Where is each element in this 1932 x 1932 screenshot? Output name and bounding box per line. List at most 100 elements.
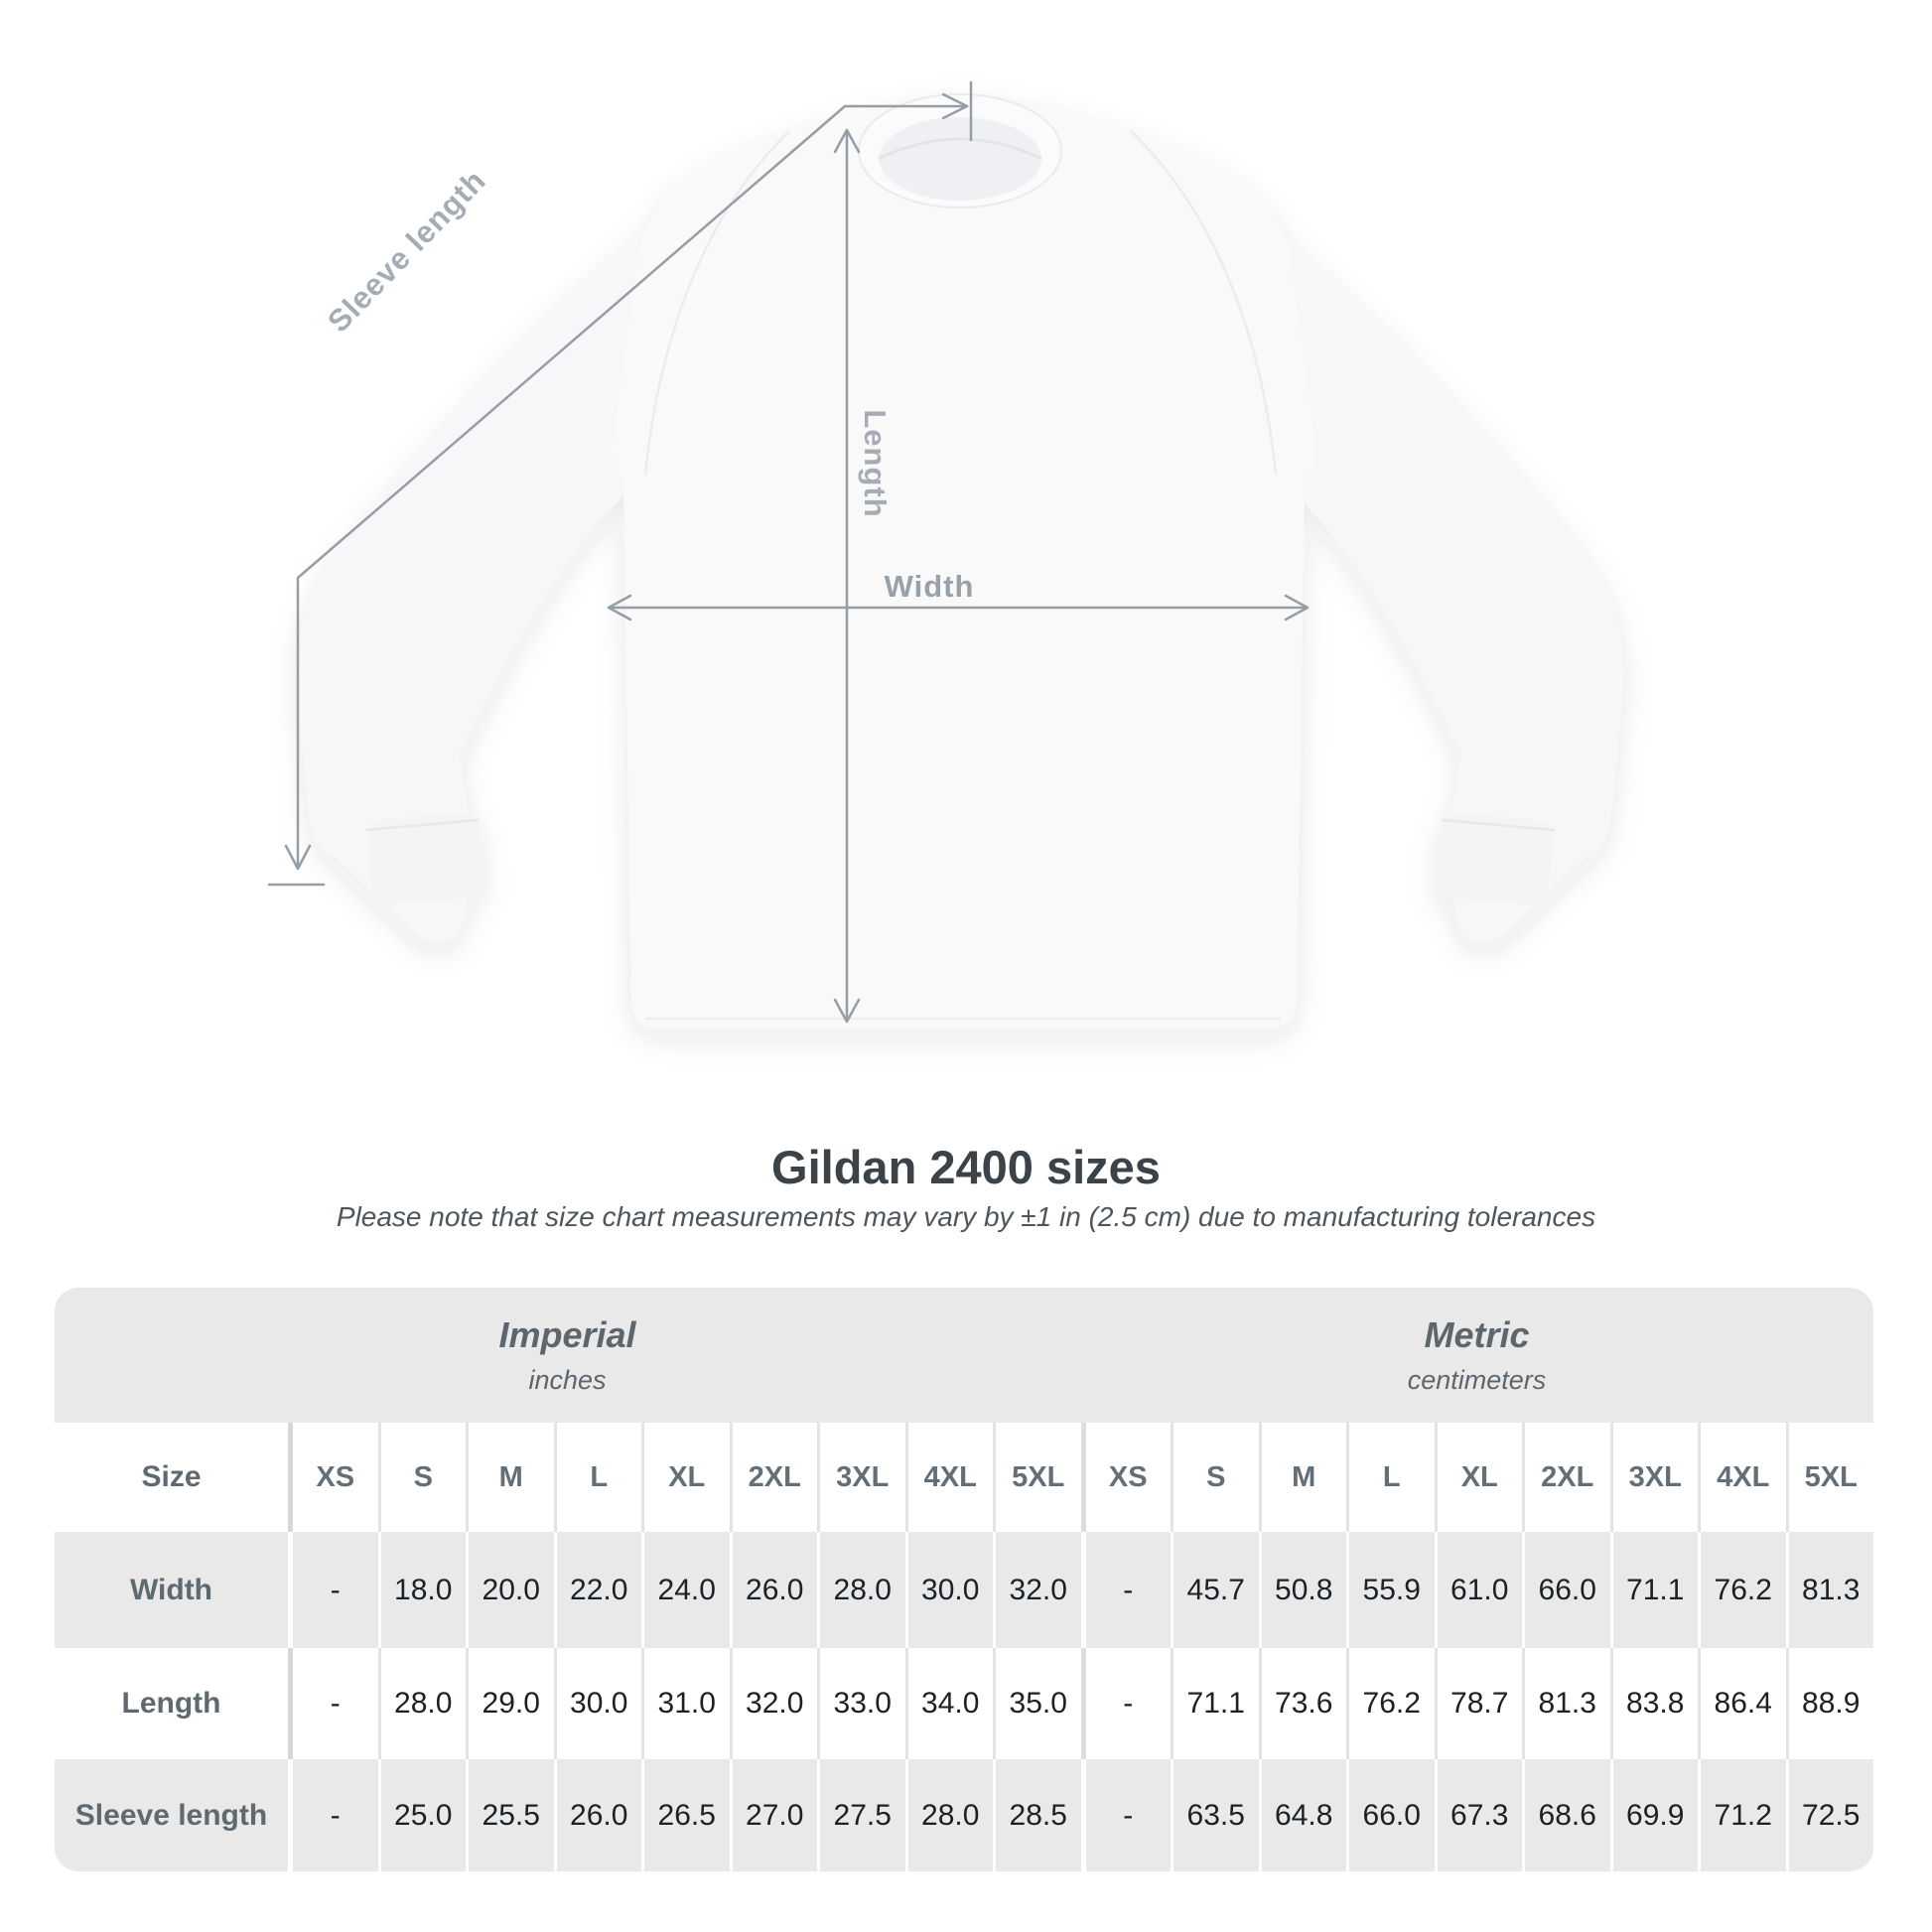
imperial-size-header: L [553, 1423, 642, 1532]
cell-value: 63.5 [1171, 1759, 1259, 1871]
cell-value: 45.7 [1171, 1532, 1259, 1648]
cell-value: 28.0 [817, 1532, 905, 1648]
cell-value: 28.0 [904, 1759, 994, 1871]
cell-value: 27.5 [817, 1759, 905, 1871]
cell-value: 20.0 [466, 1532, 554, 1648]
shirt-body [612, 100, 1316, 1030]
cell-value: 32.0 [993, 1532, 1081, 1648]
cell-value: - [288, 1532, 378, 1648]
row-label: Sleeve length [74, 1798, 268, 1832]
sleeve-length-dimension-line [267, 80, 973, 887]
metric-size-header: M [1258, 1423, 1347, 1532]
metric-size-header: L [1346, 1423, 1435, 1532]
tolerance-note: Please note that size chart measurements… [336, 1201, 1596, 1232]
cell-value: 81.3 [1522, 1648, 1610, 1759]
cell-value: 69.9 [1609, 1759, 1699, 1871]
cell-value: 26.5 [641, 1759, 730, 1871]
length-dimension-label: Length [858, 409, 893, 518]
cell-value: - [1080, 1532, 1172, 1648]
metric-system-label: Metric [1424, 1314, 1530, 1355]
cell-value: 29.0 [466, 1648, 554, 1759]
imperial-system-label: Imperial [498, 1314, 636, 1355]
cell-value: 30.0 [553, 1648, 642, 1759]
width-row: Width - 18.0 20.0 22.0 24.0 26.0 28.0 30… [55, 1532, 1873, 1648]
cell-value: 25.5 [466, 1759, 554, 1871]
metric-unit-label: centimeters [1407, 1365, 1547, 1395]
metric-size-header: XS [1080, 1423, 1172, 1532]
cell-value: 64.8 [1258, 1759, 1347, 1871]
size-column-header: Size [141, 1460, 202, 1493]
cell-value: - [288, 1648, 378, 1759]
imperial-size-header: 3XL [817, 1423, 905, 1532]
cell-value: 34.0 [904, 1648, 994, 1759]
metric-size-header: 3XL [1609, 1423, 1699, 1532]
cell-value: 18.0 [377, 1532, 467, 1648]
width-dimension-line [607, 594, 1310, 621]
imperial-size-header: XL [641, 1423, 730, 1532]
metric-size-header: S [1171, 1423, 1259, 1532]
imperial-size-header: XS [288, 1423, 378, 1532]
metric-size-header: XL [1434, 1423, 1523, 1532]
long-sleeve-shirt-diagram [267, 80, 1624, 1030]
imperial-size-header: 5XL [993, 1423, 1081, 1532]
length-row: Length - 28.0 29.0 30.0 31.0 32.0 33.0 3… [55, 1648, 1873, 1759]
cell-value: 88.9 [1785, 1648, 1874, 1759]
cell-value: 50.8 [1258, 1532, 1347, 1648]
cell-value: 81.3 [1785, 1532, 1874, 1648]
cell-value: 72.5 [1785, 1759, 1874, 1871]
cell-value: 71.2 [1698, 1759, 1786, 1871]
imperial-size-header: 4XL [904, 1423, 994, 1532]
imperial-size-header: S [377, 1423, 467, 1532]
cell-value: 28.5 [993, 1759, 1081, 1871]
unit-system-header-row: Imperial inches Metric centimeters [55, 1288, 1873, 1423]
cell-value: 33.0 [817, 1648, 905, 1759]
cell-value: 73.6 [1258, 1648, 1347, 1759]
cell-value: 68.6 [1522, 1759, 1610, 1871]
metric-unit-header: Metric centimeters [1080, 1288, 1873, 1423]
cell-value: 30.0 [904, 1532, 994, 1648]
page-title: Gildan 2400 sizes [771, 1141, 1161, 1193]
left-armhole-seam [643, 130, 790, 476]
cell-value: 67.3 [1434, 1759, 1523, 1871]
cell-value: 71.1 [1171, 1648, 1259, 1759]
left-cuff [364, 812, 485, 905]
right-cuff [1435, 812, 1556, 905]
imperial-size-header: M [466, 1423, 554, 1532]
cell-value: 26.0 [729, 1532, 818, 1648]
cell-value: 71.1 [1609, 1532, 1699, 1648]
cell-value: - [288, 1759, 378, 1871]
cell-value: 66.0 [1346, 1759, 1435, 1871]
cell-value: 66.0 [1522, 1532, 1610, 1648]
row-label: Width [129, 1573, 213, 1606]
row-label: Length [121, 1687, 221, 1720]
cell-value: 86.4 [1698, 1648, 1786, 1759]
cell-value: 25.0 [377, 1759, 467, 1871]
imperial-size-header: 2XL [729, 1423, 818, 1532]
shirt-left-sleeve [296, 131, 789, 943]
cell-value: 26.0 [553, 1759, 642, 1871]
cell-value: 55.9 [1346, 1532, 1435, 1648]
right-armhole-seam [1130, 130, 1278, 476]
cell-value: 22.0 [553, 1532, 642, 1648]
cell-value: - [1080, 1759, 1172, 1871]
cell-value: 61.0 [1434, 1532, 1523, 1648]
sleeve-length-row: Sleeve length - 25.0 25.5 26.0 26.5 27.0… [55, 1759, 1873, 1871]
metric-size-header: 4XL [1698, 1423, 1786, 1532]
size-table: Imperial inches Metric centimeters Size … [55, 1288, 1873, 1871]
size-header-row: Size XS S M L XL 2XL 3XL 4XL 5XL XS S M … [55, 1423, 1873, 1532]
cell-value: 27.0 [729, 1759, 818, 1871]
width-dimension-label: Width [884, 569, 975, 604]
cell-value: 28.0 [377, 1648, 467, 1759]
imperial-unit-label: inches [528, 1365, 607, 1395]
shirt-right-sleeve [1131, 131, 1624, 943]
metric-size-header: 2XL [1522, 1423, 1610, 1532]
cell-value: 24.0 [641, 1532, 730, 1648]
cell-value: 35.0 [993, 1648, 1081, 1759]
shirt-illustration [296, 93, 1624, 1030]
cell-value: 83.8 [1609, 1648, 1699, 1759]
metric-size-header: 5XL [1785, 1423, 1874, 1532]
collar [858, 93, 1062, 208]
cell-value: 76.2 [1346, 1648, 1435, 1759]
cell-value: 78.7 [1434, 1648, 1523, 1759]
cell-value: 76.2 [1698, 1532, 1786, 1648]
